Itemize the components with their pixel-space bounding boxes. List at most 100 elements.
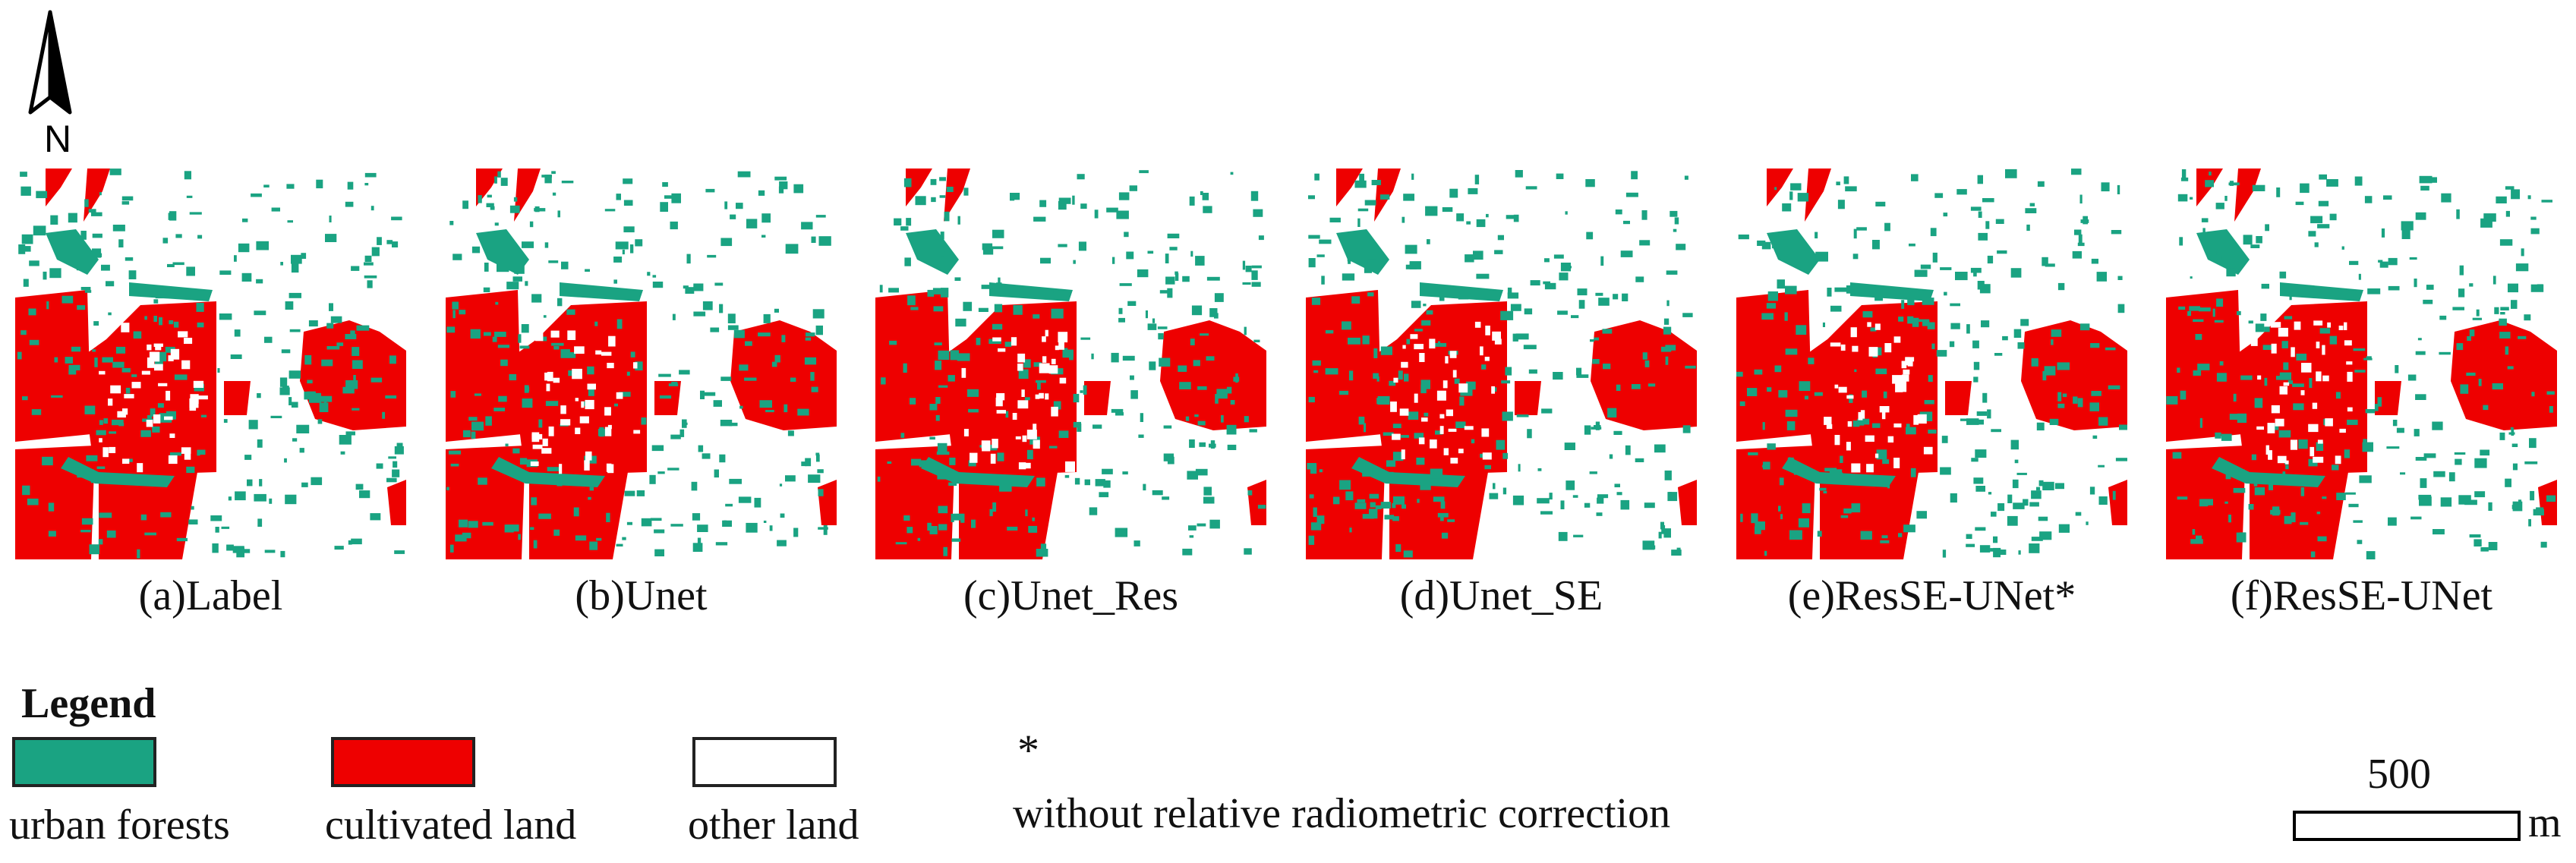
- urban-forest-patch: [1880, 540, 1890, 543]
- urban-forest-patch: [935, 361, 942, 370]
- urban-forest-patch: [1739, 401, 1745, 406]
- urban-forest-patch: [801, 222, 813, 230]
- urban-forest-patch: [1376, 398, 1386, 405]
- other-land-patch: [1458, 449, 1464, 454]
- urban-forest-patch: [104, 476, 112, 480]
- urban-forest-patch: [1977, 419, 1984, 425]
- urban-forest-patch: [316, 179, 323, 189]
- urban-forest-patch: [140, 514, 147, 521]
- urban-forest-patch: [396, 443, 403, 449]
- urban-forest-patch: [1165, 276, 1175, 285]
- urban-forest-patch: [915, 235, 921, 245]
- urban-forest-patch: [2364, 196, 2373, 203]
- urban-forest-patch: [1147, 250, 1154, 254]
- urban-forest-patch: [1209, 308, 1218, 317]
- urban-forest-patch: [2318, 200, 2329, 206]
- urban-forest-patch: [68, 213, 77, 223]
- urban-forest-patch: [288, 397, 292, 405]
- other-land-patch: [1481, 428, 1490, 437]
- urban-forest-patch: [348, 540, 352, 545]
- urban-forest-patch: [370, 206, 374, 211]
- other-land-patch: [1917, 414, 1927, 424]
- urban-forest-patch: [710, 327, 720, 332]
- urban-forest-patch: [1036, 549, 1048, 557]
- urban-forest-patch: [2215, 203, 2224, 209]
- urban-forest-patch: [2300, 183, 2310, 194]
- urban-forest-patch: [700, 390, 705, 399]
- urban-forest-patch: [811, 386, 818, 392]
- urban-forest-patch: [2511, 505, 2518, 509]
- urban-forest-patch: [370, 377, 383, 383]
- urban-forest-patch: [61, 457, 175, 487]
- urban-forest-patch: [1982, 392, 1988, 403]
- urban-forest-patch: [1576, 367, 1582, 376]
- urban-forest-patch: [33, 225, 46, 236]
- urban-forest-patch: [1253, 339, 1260, 342]
- urban-forest-patch: [683, 285, 689, 289]
- urban-forest-patch: [2201, 218, 2209, 222]
- urban-forest-patch: [2248, 504, 2254, 510]
- urban-forest-patch: [1130, 375, 1134, 380]
- urban-forest-patch: [1089, 507, 1098, 515]
- urban-forest-patch: [968, 408, 979, 413]
- urban-forest-patch: [1455, 421, 1466, 428]
- urban-forest-patch: [1203, 496, 1215, 504]
- urban-forest-patch: [604, 209, 616, 212]
- urban-forest-patch: [498, 395, 507, 402]
- urban-forest-patch: [1036, 477, 1045, 487]
- urban-forest-patch: [1080, 390, 1083, 393]
- urban-forest-patch: [790, 377, 796, 382]
- urban-forest-patch: [288, 370, 301, 379]
- urban-forest-patch: [226, 544, 234, 551]
- urban-forest-patch: [1639, 240, 1651, 246]
- urban-forest-patch: [887, 461, 892, 465]
- urban-forest-patch: [1682, 425, 1691, 433]
- urban-forest-patch: [2448, 472, 2455, 482]
- urban-forest-patch: [1199, 442, 1206, 447]
- other-land-patch: [584, 460, 590, 471]
- other-land-patch: [2325, 418, 2333, 427]
- urban-forest-patch: [2279, 372, 2291, 380]
- urban-forest-patch: [2345, 492, 2356, 495]
- urban-forest-patch: [311, 477, 323, 486]
- urban-forest-patch: [2531, 392, 2535, 397]
- urban-forest-patch: [560, 349, 570, 358]
- urban-forest-patch: [692, 543, 703, 552]
- cultivated-land-patch: [514, 169, 541, 222]
- urban-forest-patch: [388, 456, 396, 459]
- urban-forest-patch: [1966, 543, 1975, 547]
- urban-forest-patch: [1251, 270, 1258, 280]
- urban-forest-patch: [2377, 397, 2382, 407]
- urban-forest-patch: [1119, 283, 1132, 286]
- urban-forest-patch: [1924, 400, 1934, 405]
- other-land-patch: [547, 371, 553, 382]
- urban-forest-patch: [938, 350, 950, 361]
- urban-forest-patch: [738, 496, 752, 503]
- urban-forest-patch: [263, 184, 270, 187]
- urban-forest-patch: [650, 518, 662, 521]
- cultivated-land-patch: [818, 480, 837, 525]
- urban-forest-patch: [1137, 269, 1149, 278]
- urban-forest-patch: [319, 402, 329, 412]
- cultivated-land-patch: [1767, 169, 1793, 206]
- urban-forest-patch: [296, 424, 310, 433]
- urban-forest-patch: [720, 376, 732, 381]
- urban-forest-patch: [2432, 421, 2443, 430]
- urban-forest-patch: [929, 526, 938, 534]
- urban-forest-patch: [2091, 391, 2101, 396]
- urban-forest-patch: [22, 396, 28, 401]
- urban-forest-patch: [785, 244, 799, 254]
- other-land-patch: [2268, 450, 2272, 460]
- urban-forest-patch: [2505, 186, 2515, 190]
- urban-forest-patch: [49, 268, 61, 279]
- urban-forest-patch: [99, 253, 102, 257]
- urban-forest-patch: [530, 527, 534, 531]
- scale-bar-value: 500: [2367, 751, 2431, 798]
- urban-forest-patch: [1850, 282, 1934, 301]
- urban-forest-patch: [745, 341, 752, 346]
- urban-forest-patch: [1481, 364, 1487, 370]
- urban-forest-patch: [722, 520, 732, 527]
- urban-forest-patch: [715, 542, 728, 546]
- urban-forest-patch: [493, 408, 506, 411]
- urban-forest-patch: [506, 244, 515, 249]
